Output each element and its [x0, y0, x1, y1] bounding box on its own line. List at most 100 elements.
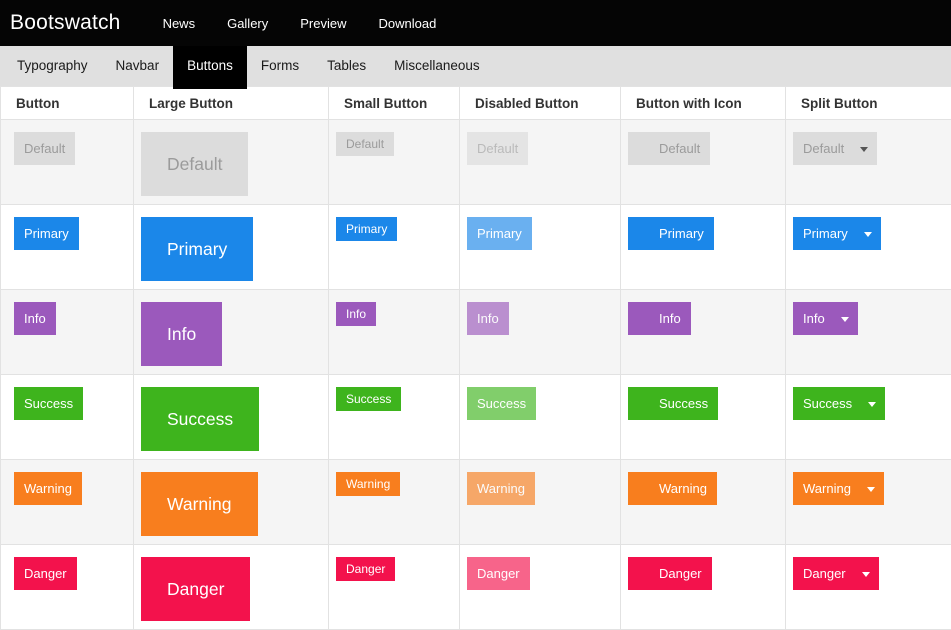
caret-down-icon [864, 232, 872, 237]
table-row: Danger Danger Danger Danger Danger Dange… [1, 545, 951, 630]
nav-link-preview[interactable]: Preview [284, 16, 362, 31]
button-label: Danger [803, 566, 846, 581]
danger-small-button[interactable]: Danger [336, 557, 395, 581]
primary-split-button[interactable]: Primary [793, 217, 855, 250]
default-split-dropdown-toggle[interactable] [851, 132, 877, 165]
button-label: Danger [167, 579, 224, 599]
info-disabled-button: Info [467, 302, 509, 335]
button-label: Primary [803, 226, 848, 241]
success-small-button[interactable]: Success [336, 387, 401, 411]
tab-miscellaneous[interactable]: Miscellaneous [380, 46, 494, 86]
warning-disabled-button: Warning [467, 472, 535, 505]
success-split-dropdown-toggle[interactable] [859, 387, 885, 420]
danger-large-button[interactable]: Danger [141, 557, 250, 621]
column-header-small-button: Small Button [329, 87, 460, 120]
button-label: Primary [167, 239, 227, 259]
primary-button[interactable]: Primary [14, 217, 79, 250]
success-split-button[interactable]: Success [793, 387, 859, 420]
table-row: Warning Warning Warning Warning Warning … [1, 460, 951, 545]
column-header-button: Button [1, 87, 134, 120]
danger-button[interactable]: Danger [14, 557, 77, 590]
info-icon-button[interactable]: Info [628, 302, 691, 335]
button-label: Success [167, 409, 233, 429]
caret-down-icon [841, 317, 849, 322]
button-label: Info [477, 311, 499, 326]
button-label: Info [346, 307, 366, 321]
split-button-group: Warning [793, 472, 884, 505]
button-label: Warning [346, 477, 390, 491]
success-large-button[interactable]: Success [141, 387, 259, 451]
button-label: Success [659, 396, 708, 411]
danger-split-button[interactable]: Danger [793, 557, 853, 590]
danger-split-dropdown-toggle[interactable] [853, 557, 879, 590]
default-split-button[interactable]: Default [793, 132, 851, 165]
info-split-dropdown-toggle[interactable] [832, 302, 858, 335]
button-label: Warning [803, 481, 851, 496]
button-label: Primary [659, 226, 704, 241]
tab-typography[interactable]: Typography [3, 46, 102, 86]
button-label: Default [477, 141, 518, 156]
warning-split-dropdown-toggle[interactable] [858, 472, 884, 505]
button-label: Danger [477, 566, 520, 581]
danger-icon-button[interactable]: Danger [628, 557, 712, 590]
tab-forms[interactable]: Forms [247, 46, 313, 86]
primary-icon-button[interactable]: Primary [628, 217, 714, 250]
warning-large-button[interactable]: Warning [141, 472, 258, 536]
button-label: Success [477, 396, 526, 411]
nav-link-download[interactable]: Download [363, 16, 453, 31]
default-icon-button[interactable]: Default [628, 132, 710, 165]
split-button-group: Primary [793, 217, 881, 250]
table-row: Default Default Default Default Default … [1, 120, 951, 205]
button-label: Primary [24, 226, 69, 241]
success-button[interactable]: Success [14, 387, 83, 420]
warning-small-button[interactable]: Warning [336, 472, 400, 496]
table-row: Success Success Success Success Success … [1, 375, 951, 460]
button-label: Success [803, 396, 852, 411]
table-row: Primary Primary Primary Primary Primary … [1, 205, 951, 290]
info-split-button[interactable]: Info [793, 302, 832, 335]
info-button[interactable]: Info [14, 302, 56, 335]
button-label: Default [803, 141, 844, 156]
primary-disabled-button: Primary [467, 217, 532, 250]
button-label: Primary [477, 226, 522, 241]
primary-large-button[interactable]: Primary [141, 217, 253, 281]
button-label: Warning [24, 481, 72, 496]
caret-down-icon [860, 147, 868, 152]
caret-down-icon [862, 572, 870, 577]
danger-disabled-button: Danger [467, 557, 530, 590]
button-label: Default [659, 141, 700, 156]
buttons-table: Button Large Button Small Button Disable… [0, 86, 951, 630]
table-row: Info Info Info Info Info Info [1, 290, 951, 375]
table-body: Default Default Default Default Default … [1, 120, 951, 630]
nav-link-news[interactable]: News [147, 16, 212, 31]
default-small-button[interactable]: Default [336, 132, 394, 156]
primary-split-dropdown-toggle[interactable] [855, 217, 881, 250]
top-navbar: Bootswatch News Gallery Preview Download [0, 0, 951, 46]
table-header-row: Button Large Button Small Button Disable… [1, 87, 951, 120]
tab-tables[interactable]: Tables [313, 46, 380, 86]
button-label: Default [24, 141, 65, 156]
default-large-button[interactable]: Default [141, 132, 248, 196]
nav-link-gallery[interactable]: Gallery [211, 16, 284, 31]
tab-buttons[interactable]: Buttons [173, 46, 247, 89]
button-label: Warning [659, 481, 707, 496]
column-header-split-button: Split Button [786, 87, 951, 120]
success-icon-button[interactable]: Success [628, 387, 718, 420]
primary-small-button[interactable]: Primary [336, 217, 397, 241]
split-button-group: Info [793, 302, 858, 335]
split-button-group: Danger [793, 557, 879, 590]
brand-logo[interactable]: Bootswatch [10, 11, 121, 35]
warning-button[interactable]: Warning [14, 472, 82, 505]
tab-navbar[interactable]: Navbar [102, 46, 174, 86]
button-label: Warning [477, 481, 525, 496]
default-button[interactable]: Default [14, 132, 75, 165]
info-large-button[interactable]: Info [141, 302, 222, 366]
warning-icon-button[interactable]: Warning [628, 472, 717, 505]
default-disabled-button: Default [467, 132, 528, 165]
caret-down-icon [867, 487, 875, 492]
split-button-group: Success [793, 387, 885, 420]
warning-split-button[interactable]: Warning [793, 472, 858, 505]
info-small-button[interactable]: Info [336, 302, 376, 326]
button-label: Default [167, 154, 222, 174]
button-label: Danger [659, 566, 702, 581]
